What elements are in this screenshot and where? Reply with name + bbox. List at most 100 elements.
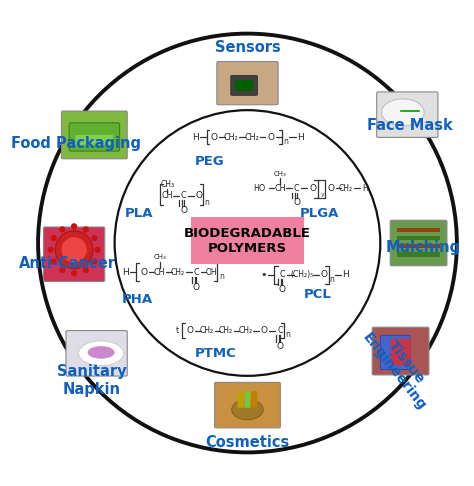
FancyBboxPatch shape [244, 391, 251, 408]
Circle shape [47, 246, 54, 253]
FancyBboxPatch shape [62, 111, 127, 159]
FancyBboxPatch shape [191, 217, 304, 264]
FancyBboxPatch shape [217, 62, 278, 105]
Text: O: O [140, 268, 147, 277]
Circle shape [51, 259, 57, 264]
Text: CH: CH [274, 184, 286, 192]
Text: CH₂: CH₂ [245, 133, 259, 142]
Text: Anti-Cancer: Anti-Cancer [19, 256, 116, 271]
FancyBboxPatch shape [231, 75, 257, 95]
Text: PCL: PCL [303, 288, 331, 301]
Circle shape [91, 259, 98, 264]
Text: H: H [192, 133, 199, 142]
Text: H: H [342, 270, 348, 279]
FancyBboxPatch shape [380, 335, 410, 369]
Text: Mulching: Mulching [385, 240, 461, 255]
Text: CH₂: CH₂ [171, 268, 185, 277]
Ellipse shape [232, 399, 263, 420]
Text: O: O [267, 133, 274, 142]
Text: n: n [330, 276, 335, 284]
Text: CH₂: CH₂ [200, 326, 214, 335]
Text: n: n [283, 137, 288, 146]
FancyBboxPatch shape [372, 327, 429, 375]
FancyBboxPatch shape [235, 80, 253, 91]
Circle shape [62, 237, 87, 262]
Text: Sensors: Sensors [215, 40, 280, 54]
Circle shape [82, 226, 89, 233]
FancyBboxPatch shape [397, 244, 440, 248]
Text: H: H [122, 268, 129, 277]
Text: n: n [285, 330, 291, 339]
Ellipse shape [88, 346, 115, 359]
Text: O: O [180, 206, 187, 215]
Text: CH: CH [162, 191, 173, 200]
Text: Sanitary
Napkin: Sanitary Napkin [57, 364, 127, 397]
Text: n: n [219, 272, 224, 281]
Text: CH₃: CH₃ [160, 180, 174, 189]
FancyBboxPatch shape [237, 391, 244, 408]
Text: C: C [193, 268, 199, 277]
Text: Cosmetics: Cosmetics [205, 434, 290, 450]
FancyBboxPatch shape [215, 382, 280, 428]
Text: C: C [279, 270, 285, 279]
Text: O: O [320, 270, 328, 279]
Ellipse shape [79, 341, 124, 365]
FancyBboxPatch shape [390, 220, 447, 266]
FancyBboxPatch shape [397, 236, 440, 240]
Text: O: O [210, 133, 217, 142]
Circle shape [71, 270, 77, 277]
Circle shape [94, 246, 100, 253]
Circle shape [59, 226, 65, 233]
FancyBboxPatch shape [391, 339, 410, 365]
Text: CH: CH [154, 268, 165, 277]
Circle shape [59, 267, 65, 273]
Text: (CH₂)₅: (CH₂)₅ [290, 270, 314, 279]
Circle shape [71, 223, 77, 229]
Text: CH₃: CH₃ [153, 254, 166, 260]
Text: C: C [181, 191, 186, 200]
Text: O: O [328, 184, 335, 192]
Text: •: • [260, 270, 266, 279]
Text: BIODEGRADABLE
POLYMERS: BIODEGRADABLE POLYMERS [184, 227, 311, 255]
Circle shape [55, 231, 93, 269]
Text: CH₂: CH₂ [238, 326, 252, 335]
Text: y: y [321, 192, 325, 197]
Text: O: O [279, 285, 286, 295]
Ellipse shape [382, 99, 424, 126]
Text: O: O [195, 191, 202, 200]
Text: H: H [297, 133, 304, 142]
Text: CH₂: CH₂ [224, 133, 238, 142]
Text: O: O [309, 184, 316, 192]
Circle shape [91, 235, 98, 241]
FancyBboxPatch shape [251, 391, 257, 408]
FancyBboxPatch shape [69, 123, 119, 151]
Circle shape [115, 110, 380, 376]
Text: PTMC: PTMC [195, 347, 237, 360]
Text: C: C [294, 184, 300, 192]
Text: OH: OH [206, 268, 217, 277]
Text: O: O [293, 198, 300, 207]
Text: H: H [362, 184, 368, 192]
Text: Tissue
Engineering: Tissue Engineering [360, 320, 441, 413]
Text: PLA: PLA [125, 207, 154, 220]
FancyBboxPatch shape [44, 227, 105, 281]
Text: Face Mask: Face Mask [367, 119, 453, 134]
FancyBboxPatch shape [75, 135, 113, 145]
Circle shape [38, 34, 457, 452]
FancyBboxPatch shape [397, 227, 440, 232]
Text: O: O [261, 326, 268, 335]
Text: CH₂: CH₂ [338, 184, 353, 192]
FancyBboxPatch shape [377, 92, 438, 138]
Circle shape [82, 267, 89, 273]
Text: C: C [277, 326, 283, 335]
FancyBboxPatch shape [397, 252, 440, 257]
Text: Food Packaging: Food Packaging [11, 137, 141, 152]
Text: CH₃: CH₃ [274, 171, 287, 177]
Text: t: t [176, 326, 179, 335]
Text: PHA: PHA [121, 293, 153, 306]
Text: PLGA: PLGA [300, 207, 339, 220]
Circle shape [51, 235, 57, 241]
FancyBboxPatch shape [66, 330, 127, 376]
Text: O: O [187, 326, 194, 335]
Text: CH₂: CH₂ [219, 326, 233, 335]
